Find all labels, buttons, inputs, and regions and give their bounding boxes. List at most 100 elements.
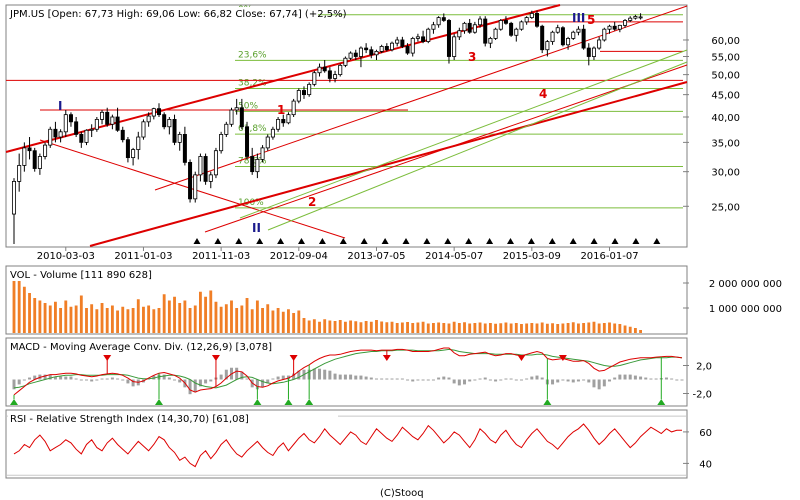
candle	[270, 128, 275, 138]
macd-histogram-bar	[587, 379, 591, 383]
volume-bar	[297, 310, 301, 333]
signal-triangle	[590, 238, 598, 244]
fib-label: 38,2%	[238, 79, 267, 89]
candle	[478, 18, 483, 26]
candle	[208, 174, 213, 182]
price-y-tick-label: 50,00	[711, 71, 740, 82]
macd-histogram-bar	[333, 373, 337, 380]
green-trend-line	[267, 61, 688, 231]
green-trend-line	[239, 49, 688, 219]
volume-bar	[214, 301, 218, 333]
macd-histogram-bar	[561, 379, 565, 381]
candle	[395, 39, 400, 44]
volume-bar	[343, 321, 347, 333]
price-y-tick-label: 25,00	[711, 202, 740, 213]
macd-histogram-bar	[592, 379, 596, 388]
volume-bar	[287, 309, 290, 333]
signal-triangle	[653, 238, 661, 244]
volume-bar	[354, 321, 358, 333]
volume-bar	[22, 286, 26, 333]
macd-histogram-bar	[328, 370, 332, 380]
macd-chart-layer: 2,0 -2,0	[10, 347, 712, 405]
macd-histogram-bar	[649, 378, 653, 380]
candle	[301, 90, 306, 96]
candle	[364, 47, 369, 51]
candle	[136, 136, 141, 150]
candle	[172, 118, 177, 143]
price-y-tick-label: 55,00	[711, 53, 740, 64]
macd-histogram-bar	[204, 379, 208, 384]
signal-triangle	[235, 238, 243, 244]
signal-triangle	[277, 238, 285, 244]
macd-histogram-bar	[173, 379, 177, 381]
macd-histogram-bar	[292, 373, 296, 380]
macd-histogram-bar	[400, 378, 404, 380]
candle	[633, 16, 638, 19]
x-tick-label: 2015-03-09	[503, 251, 561, 262]
candle	[462, 22, 467, 32]
candle	[555, 27, 560, 33]
volume-bar	[230, 300, 233, 333]
volume-bar	[333, 321, 337, 333]
volume-bar	[395, 323, 399, 333]
candle	[286, 114, 291, 124]
volume-bar	[28, 293, 31, 333]
macd-histogram-bar	[468, 379, 472, 382]
volume-bar	[504, 322, 508, 333]
volume-bar	[551, 323, 554, 333]
volume-bar	[525, 323, 529, 333]
volume-bar	[556, 324, 560, 333]
macd-histogram-bar	[644, 377, 648, 380]
signal-triangle	[381, 238, 389, 244]
macd-histogram-bar	[654, 378, 658, 380]
candle	[203, 156, 208, 182]
candle	[120, 129, 125, 141]
candle	[623, 20, 628, 26]
macd-histogram-bar	[602, 379, 606, 387]
candle	[348, 52, 353, 59]
macd-histogram-bar	[437, 377, 441, 380]
volume-bar	[483, 323, 487, 333]
candle	[17, 165, 22, 182]
macd-histogram-bar	[556, 379, 560, 383]
candle	[193, 174, 198, 200]
volume-bar	[224, 304, 228, 333]
signal-triangle	[256, 238, 264, 244]
volume-bar	[95, 309, 99, 333]
candle	[498, 20, 503, 30]
volume-bar	[633, 328, 637, 333]
macd-histogram-bar	[74, 378, 78, 380]
macd-histogram-bar	[504, 378, 508, 380]
volume-bar	[204, 296, 208, 333]
candle	[607, 25, 612, 30]
wave-label: 3	[468, 50, 476, 64]
macd-histogram-bar	[447, 377, 451, 380]
volume-bar	[136, 299, 140, 333]
macd-histogram-bar	[639, 376, 643, 380]
macd-histogram-bar	[116, 378, 120, 380]
volume-bar	[488, 323, 492, 333]
macd-histogram-bar	[582, 379, 586, 381]
candle	[53, 128, 58, 138]
candle	[472, 24, 477, 33]
candle	[162, 114, 167, 128]
macd-histogram-bar	[349, 374, 353, 380]
candle	[566, 38, 571, 46]
volume-bar	[571, 322, 575, 333]
candle	[535, 13, 540, 27]
macd-histogram-bar	[608, 379, 612, 382]
macd-histogram-bar	[664, 377, 668, 380]
volume-bar	[623, 325, 627, 333]
volume-bar	[338, 320, 342, 333]
macd-signal-line	[13, 348, 683, 389]
volume-bar	[618, 324, 622, 333]
candle	[353, 52, 358, 57]
volume-bar	[385, 322, 389, 333]
candle	[307, 83, 312, 96]
volume-bar	[426, 323, 430, 333]
macd-buy-marker	[657, 399, 666, 405]
macd-histogram-bar	[95, 379, 99, 381]
candle	[514, 28, 519, 36]
candle	[421, 36, 426, 42]
macd-histogram-bar	[261, 379, 265, 388]
